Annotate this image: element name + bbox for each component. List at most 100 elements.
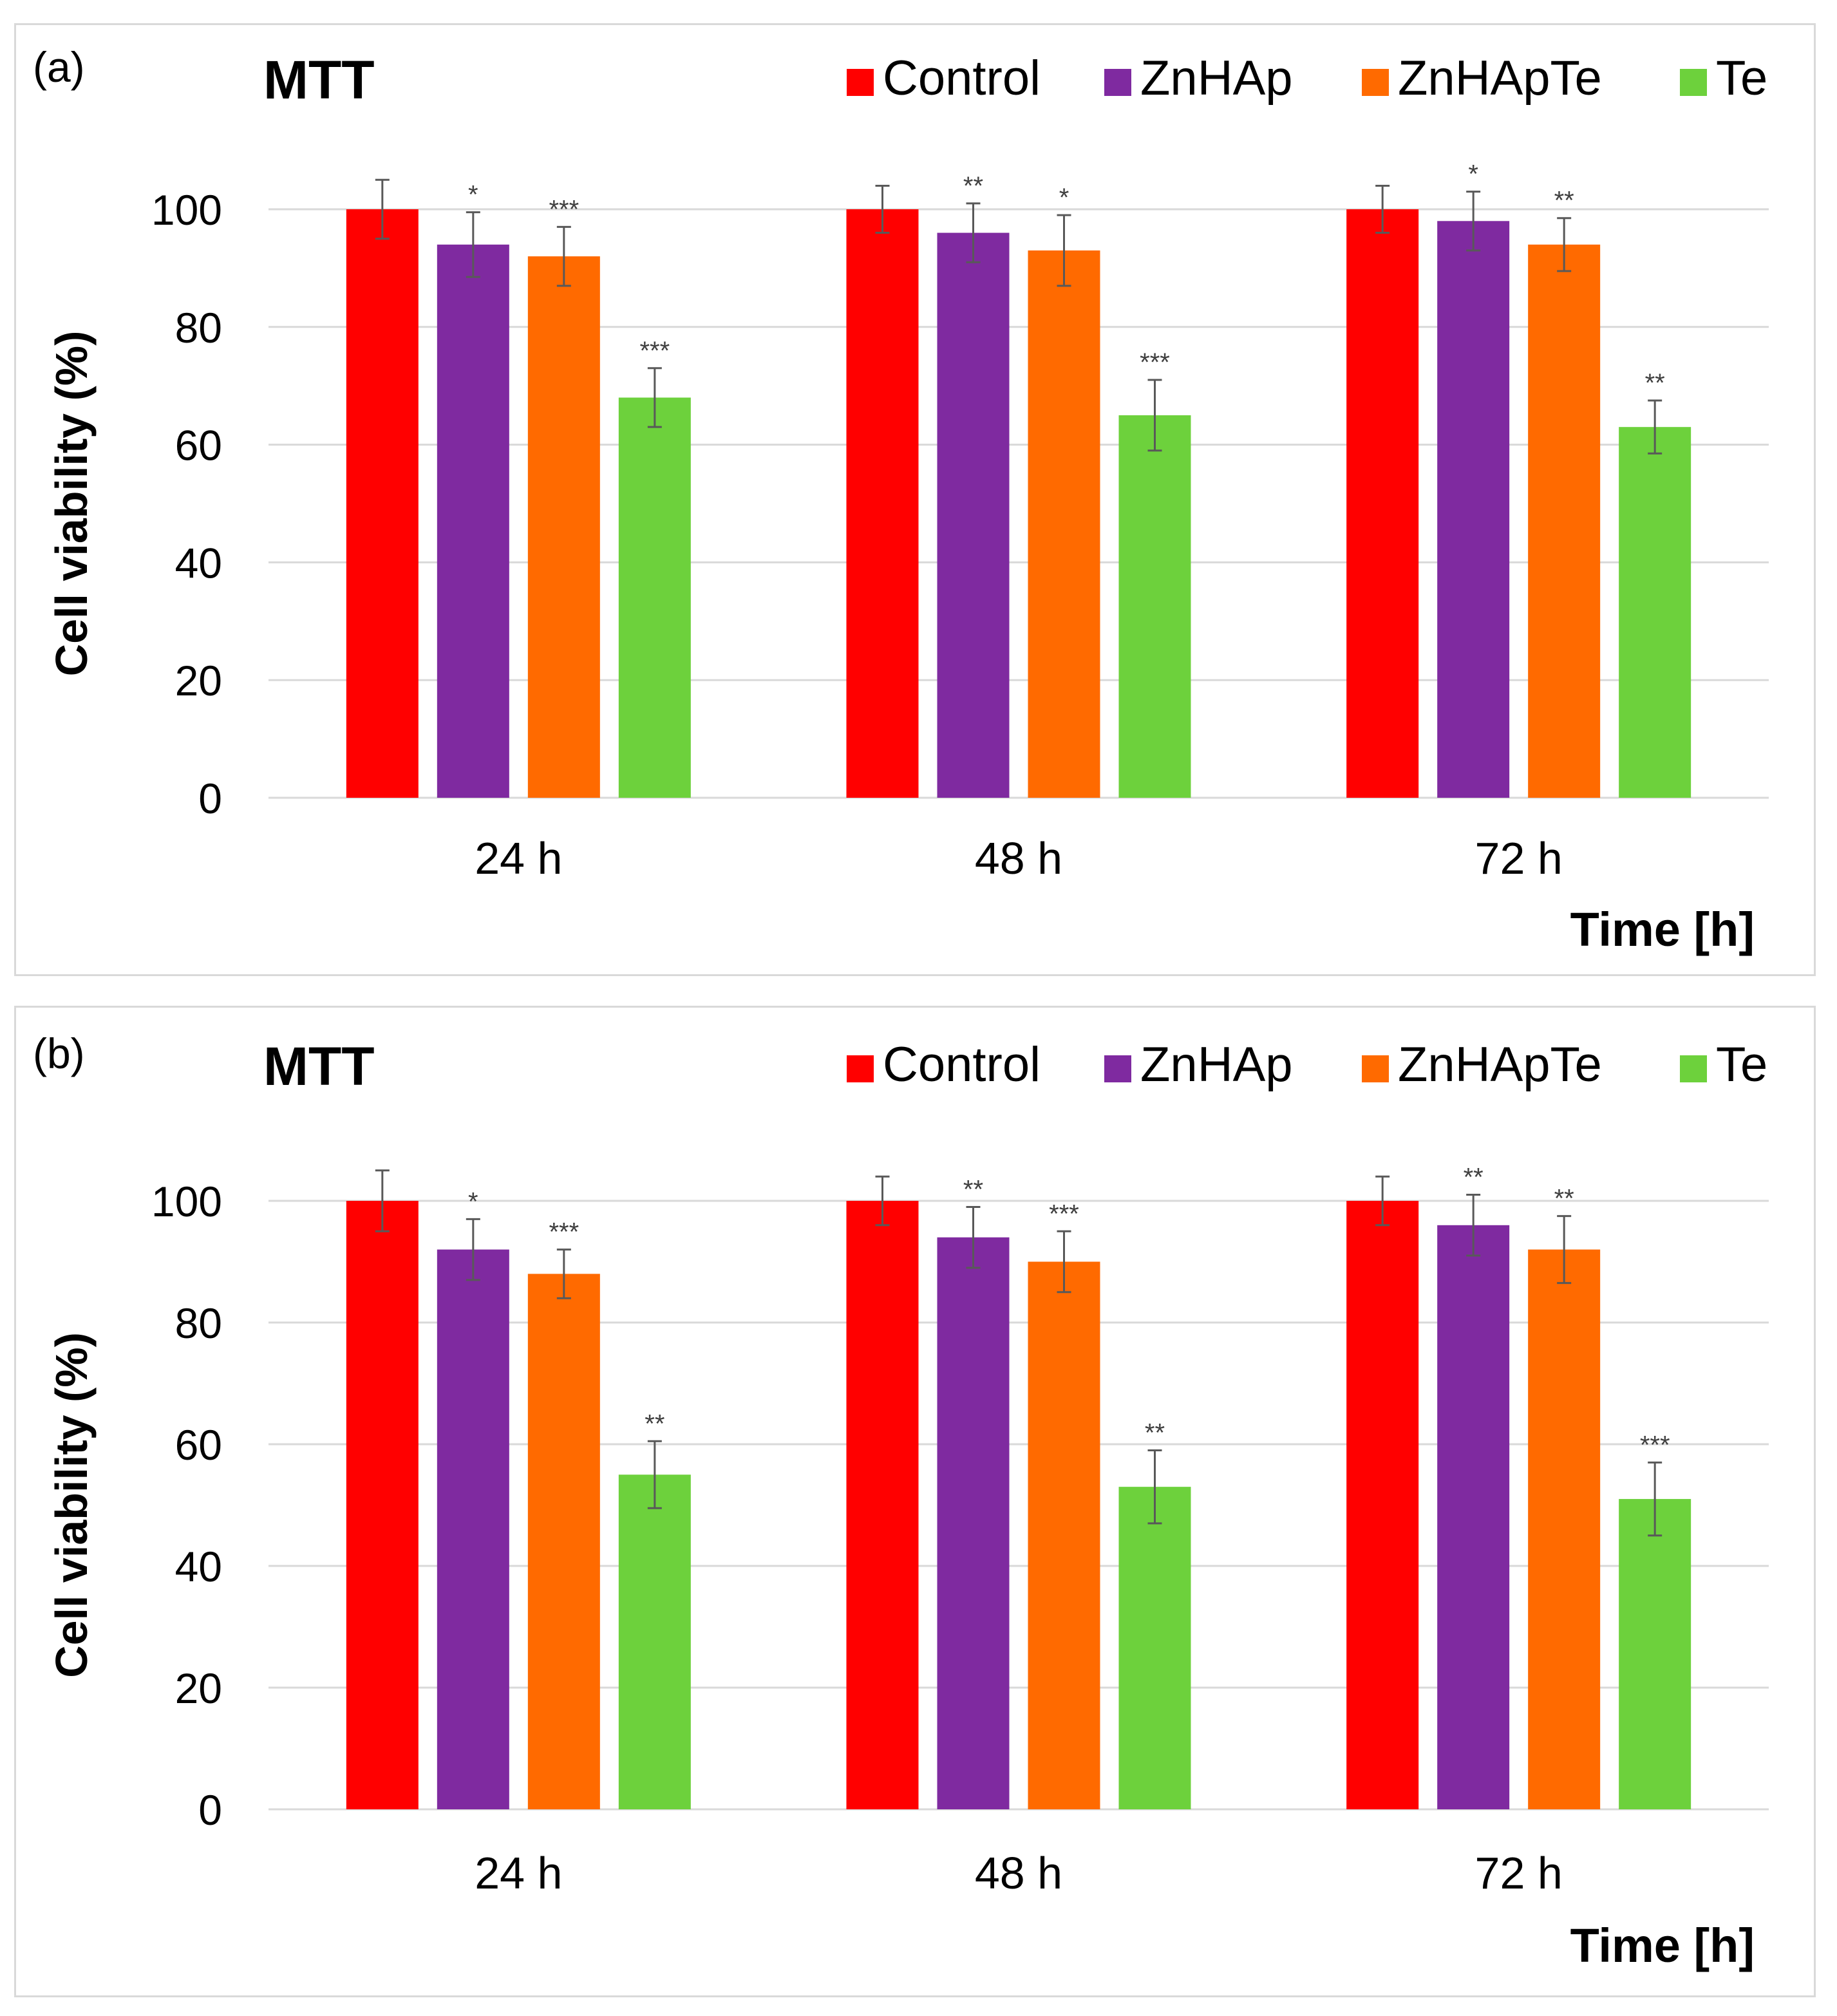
bar-0-0 (346, 1201, 419, 1809)
legend-label-1: ZnHAp (1140, 1037, 1293, 1092)
error-bar-2-3 (1648, 1461, 1663, 1537)
error-bar-1-2 (1057, 1230, 1071, 1294)
chart-title: MTT (263, 1036, 375, 1097)
error-bar-0-0 (375, 1169, 390, 1232)
x-category-label-1: 48 h (975, 833, 1062, 883)
y-tick-label-2: 40 (175, 539, 222, 587)
legend-swatch-0 (847, 1055, 874, 1082)
y-tick-label-4: 80 (175, 1299, 222, 1347)
bar-2-1 (1437, 1225, 1510, 1809)
error-bar-2-2 (1557, 1215, 1572, 1285)
bar-1-3 (1118, 1487, 1191, 1809)
bar-1-2 (1028, 1261, 1100, 1809)
bar-0-3 (618, 397, 691, 798)
bar-0-1 (437, 1249, 509, 1809)
significance-mark-0-2: *** (549, 1218, 579, 1247)
y-tick-label-3: 60 (175, 422, 222, 469)
bar-2-2 (1528, 244, 1601, 798)
bar-2-0 (1346, 1201, 1419, 1809)
y-tick-label-0: 0 (198, 775, 222, 822)
y-tick-label-1: 20 (175, 1664, 222, 1712)
error-bar-2-0 (1375, 184, 1390, 234)
error-bar-1-3 (1147, 379, 1162, 452)
panel-label: (a) (33, 43, 85, 91)
error-bar-1-2 (1057, 214, 1071, 287)
error-bar-0-3 (647, 367, 662, 428)
y-axis-label: Cell viability (%) (46, 331, 97, 677)
significance-mark-2-2: ** (1554, 1185, 1574, 1213)
significance-mark-0-2: *** (549, 195, 579, 223)
significance-mark-0-3: *** (639, 337, 670, 365)
legend-swatch-0 (847, 69, 874, 96)
significance-mark-0-1: * (468, 1187, 478, 1216)
legend-label-2: ZnHApTe (1398, 51, 1602, 106)
bar-2-0 (1346, 209, 1419, 798)
legend-swatch-2 (1362, 69, 1389, 96)
x-category-label-1: 48 h (975, 1848, 1062, 1898)
y-tick-label-5: 100 (151, 1178, 222, 1225)
bar-1-1 (937, 1237, 1010, 1809)
error-bar-0-3 (647, 1440, 662, 1509)
legend-swatch-1 (1104, 1055, 1131, 1082)
error-bar-2-3 (1648, 399, 1663, 455)
legend-label-3: Te (1716, 1037, 1767, 1092)
significance-mark-2-1: * (1468, 160, 1478, 189)
bar-0-1 (437, 244, 509, 798)
error-bar-2-2 (1557, 217, 1572, 272)
bar-0-2 (527, 1274, 600, 1809)
error-bar-1-0 (875, 184, 890, 234)
error-bar-2-0 (1375, 1175, 1390, 1227)
panel-label: (b) (33, 1030, 85, 1077)
error-bar-0-2 (556, 1248, 571, 1299)
bar-0-2 (527, 256, 600, 798)
x-axis-label: Time [h] (1570, 903, 1755, 956)
legend-swatch-1 (1104, 69, 1131, 96)
legend-label-3: Te (1716, 51, 1767, 106)
x-axis-label: Time [h] (1570, 1919, 1755, 1972)
y-tick-label-1: 20 (175, 657, 222, 704)
significance-mark-2-3: *** (1640, 1431, 1670, 1459)
error-bar-0-1 (466, 211, 480, 278)
chart-a-canvas: (a) MTT Control ZnHAp ZnHApTe Te 0 20 40 60 80 100 C… (33, 43, 1769, 956)
chart-panel-b: (b) MTT Control ZnHAp ZnHApTe Te 0 20 40 60 80 100 C… (14, 1006, 1816, 1997)
error-bar-1-1 (966, 1205, 981, 1269)
error-bar-1-3 (1147, 1449, 1162, 1525)
legend-swatch-3 (1680, 69, 1707, 96)
bar-2-1 (1437, 221, 1510, 798)
bar-1-3 (1118, 415, 1191, 798)
legend-swatch-2 (1362, 1055, 1389, 1082)
y-tick-label-5: 100 (151, 186, 222, 234)
legend-label-0: Control (883, 51, 1041, 106)
legend-label-0: Control (883, 1037, 1041, 1092)
significance-mark-1-1: ** (963, 172, 983, 200)
significance-mark-2-3: ** (1645, 369, 1665, 397)
error-bar-0-1 (466, 1218, 480, 1281)
bar-1-1 (937, 232, 1010, 798)
significance-mark-1-1: ** (963, 1175, 983, 1203)
significance-mark-1-3: *** (1140, 348, 1170, 377)
significance-mark-1-2: * (1059, 184, 1069, 212)
error-bar-0-0 (375, 178, 390, 240)
x-category-label-2: 72 h (1475, 833, 1563, 883)
significance-mark-2-1: ** (1464, 1163, 1484, 1192)
y-axis-label: Cell viability (%) (46, 1332, 97, 1678)
bar-1-0 (846, 209, 919, 798)
error-bar-1-1 (966, 202, 981, 263)
error-bar-2-1 (1466, 191, 1481, 252)
x-category-label-2: 72 h (1475, 1848, 1563, 1898)
chart-b-canvas: (b) MTT Control ZnHAp ZnHApTe Te 0 20 40 60 80 100 C… (33, 1030, 1769, 1972)
x-category-label-0: 24 h (475, 1848, 562, 1898)
bar-0-3 (618, 1474, 691, 1809)
y-tick-label-2: 40 (175, 1543, 222, 1590)
significance-mark-0-3: ** (645, 1409, 664, 1438)
legend-swatch-3 (1680, 1055, 1707, 1082)
error-bar-2-1 (1466, 1194, 1481, 1257)
bar-2-3 (1619, 1499, 1691, 1809)
significance-mark-2-2: ** (1554, 187, 1574, 215)
significance-mark-1-2: *** (1049, 1200, 1079, 1228)
legend-label-1: ZnHAp (1140, 51, 1293, 106)
y-tick-label-4: 80 (175, 304, 222, 352)
chart-panel-a: (a) MTT Control ZnHAp ZnHApTe Te 0 20 40 60 80 100 C… (14, 23, 1816, 976)
bar-1-2 (1028, 250, 1100, 798)
y-tick-label-3: 60 (175, 1421, 222, 1469)
